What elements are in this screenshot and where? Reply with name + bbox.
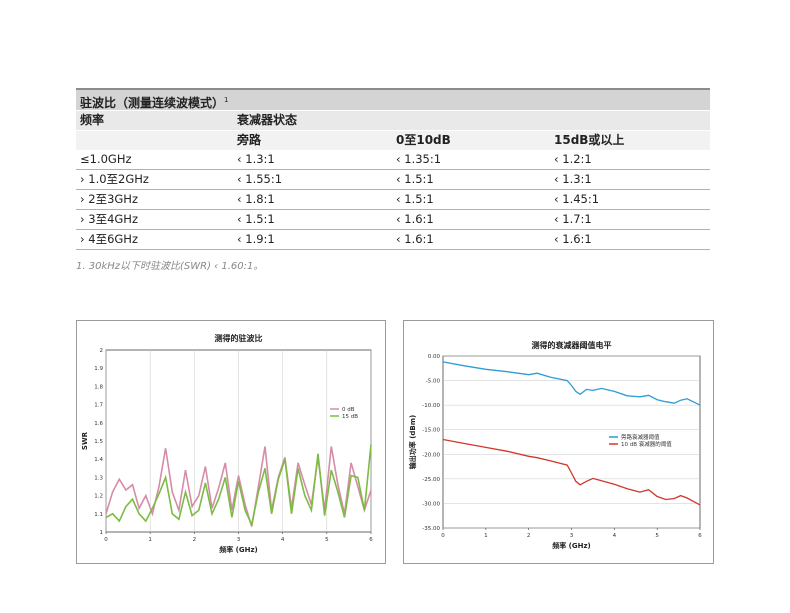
- x-tick-label: 6: [698, 533, 702, 539]
- cell-0-10db: ‹ 1.35:1: [396, 152, 442, 166]
- x-axis-label: 频率 (GHz): [219, 545, 258, 554]
- table-header-row: 频率 衰减器状态: [76, 110, 710, 130]
- y-tick-label: -25.00: [422, 477, 440, 483]
- x-axis-label: 频率 (GHz): [552, 541, 591, 550]
- y-tick-label: 1.9: [94, 366, 103, 372]
- legend-label: 旁路衰减器阈值: [621, 433, 660, 441]
- y-tick-label: 1.4: [94, 457, 103, 463]
- x-tick-label: 2: [193, 537, 197, 543]
- y-tick-label: 1: [100, 530, 104, 536]
- y-tick-label: 0.00: [428, 354, 441, 360]
- series-line: [442, 361, 701, 406]
- series-line: [442, 438, 701, 506]
- table-title-text: 驻波比（测量连续波模式）: [80, 96, 225, 110]
- y-tick-label: 1.2: [94, 494, 103, 500]
- y-tick-label: -30.00: [422, 501, 440, 507]
- subheader-0-10db: 0至10dB: [396, 133, 451, 147]
- y-tick-label: 1.3: [94, 475, 103, 481]
- table-row: ≤1.0GHz ‹ 1.3:1 ‹ 1.35:1 ‹ 1.2:1: [76, 150, 710, 170]
- header-frequency: 频率: [80, 113, 105, 127]
- x-tick-label: 4: [281, 537, 285, 543]
- subheader-bypass: 旁路: [237, 133, 262, 147]
- x-tick-label: 0: [441, 533, 445, 539]
- y-axis-label: SWR: [81, 431, 89, 450]
- cell-0-10db: ‹ 1.6:1: [396, 232, 434, 246]
- x-tick-label: 3: [237, 537, 241, 543]
- cell-frequency: › 2至3GHz: [80, 192, 138, 206]
- x-tick-label: 1: [148, 537, 152, 543]
- cell-15db-plus: ‹ 1.45:1: [554, 192, 600, 206]
- cell-0-10db: ‹ 1.5:1: [396, 172, 434, 186]
- cell-0-10db: ‹ 1.5:1: [396, 192, 434, 206]
- chart-title: 测得的衰减器阈值电平: [532, 340, 612, 350]
- x-tick-label: 6: [369, 537, 373, 543]
- cell-bypass: ‹ 1.5:1: [237, 212, 275, 226]
- legend-label: 15 dB: [342, 414, 358, 420]
- title-footnote-mark: 1: [224, 96, 229, 104]
- table-row: › 3至4GHz ‹ 1.5:1 ‹ 1.6:1 ‹ 1.7:1: [76, 210, 710, 230]
- y-tick-label: -20.00: [422, 452, 440, 458]
- table-title: 驻波比（测量连续波模式）1: [76, 88, 710, 110]
- x-tick-label: 4: [613, 533, 617, 539]
- header-attenuator-state: 衰减器状态: [237, 113, 298, 127]
- y-tick-label: 1.8: [94, 384, 103, 390]
- cell-bypass: ‹ 1.3:1: [237, 152, 275, 166]
- table-subheader-row: 旁路 0至10dB 15dB或以上: [76, 130, 710, 150]
- y-tick-label: 1.7: [94, 403, 103, 409]
- y-tick-label: -35.00: [422, 526, 440, 532]
- y-tick-label: -10.00: [422, 403, 440, 409]
- subheader-15db-plus: 15dB或以上: [554, 133, 625, 147]
- table-row: › 1.0至2GHz ‹ 1.55:1 ‹ 1.5:1 ‹ 1.3:1: [76, 170, 710, 190]
- x-tick-label: 5: [655, 533, 659, 539]
- cell-0-10db: ‹ 1.6:1: [396, 212, 434, 226]
- x-tick-label: 0: [104, 537, 108, 543]
- y-axis-label: 输出功率 (dBm): [408, 415, 417, 469]
- attenuator-threshold-chart-plot: 测得的衰减器阈值电平 0.00 -5.00 -10.00 -15.00 -20.00 -25…: [408, 340, 702, 550]
- series-line: [105, 444, 372, 528]
- cell-bypass: ‹ 1.9:1: [237, 232, 275, 246]
- cell-15db-plus: ‹ 1.3:1: [554, 172, 592, 186]
- y-tick-label: -15.00: [422, 428, 440, 434]
- x-tick-label: 3: [570, 533, 574, 539]
- y-tick-label: 1.5: [94, 439, 103, 445]
- legend-label: 0 dB: [342, 407, 355, 413]
- x-tick-label: 5: [325, 537, 329, 543]
- y-tick-label: 1.1: [94, 512, 103, 518]
- attenuator-threshold-chart: 测得的衰减器阈值电平 0.00 -5.00 -10.00 -15.00 -20.00 -25…: [403, 320, 714, 564]
- cell-15db-plus: ‹ 1.7:1: [554, 212, 592, 226]
- y-tick-label: 2: [100, 348, 104, 354]
- series-line: [105, 446, 372, 527]
- x-tick-label: 2: [527, 533, 531, 539]
- cell-15db-plus: ‹ 1.2:1: [554, 152, 592, 166]
- cell-frequency: › 4至6GHz: [80, 232, 138, 246]
- chart-title: 测得的驻波比: [215, 333, 263, 343]
- cell-frequency: › 1.0至2GHz: [80, 172, 149, 186]
- table-row: › 2至3GHz ‹ 1.8:1 ‹ 1.5:1 ‹ 1.45:1: [76, 190, 710, 210]
- vswr-table: 驻波比（测量连续波模式）1 频率 衰减器状态 旁路 0至10dB 15dB或以上…: [76, 88, 710, 250]
- cell-15db-plus: ‹ 1.6:1: [554, 232, 592, 246]
- table-footnote: 1. 30kHz以下时驻波比(SWR) ‹ 1.60:1。: [76, 261, 264, 272]
- cell-bypass: ‹ 1.55:1: [237, 172, 283, 186]
- y-tick-label: 1.6: [94, 421, 103, 427]
- cell-frequency: › 3至4GHz: [80, 212, 138, 226]
- cell-frequency: ≤1.0GHz: [80, 152, 132, 166]
- y-tick-label: -5.00: [426, 379, 441, 385]
- legend-label: 10 dB 衰减器的阈值: [621, 440, 672, 448]
- cell-bypass: ‹ 1.8:1: [237, 192, 275, 206]
- x-tick-label: 1: [484, 533, 488, 539]
- table-row: › 4至6GHz ‹ 1.9:1 ‹ 1.6:1 ‹ 1.6:1: [76, 230, 710, 250]
- swr-chart: 测得的驻波比 1 1.1 1.2 1.3 1.4 1.5 1.6 1.7 1.8 1.9 2 0 1 2 3 4…: [76, 320, 386, 564]
